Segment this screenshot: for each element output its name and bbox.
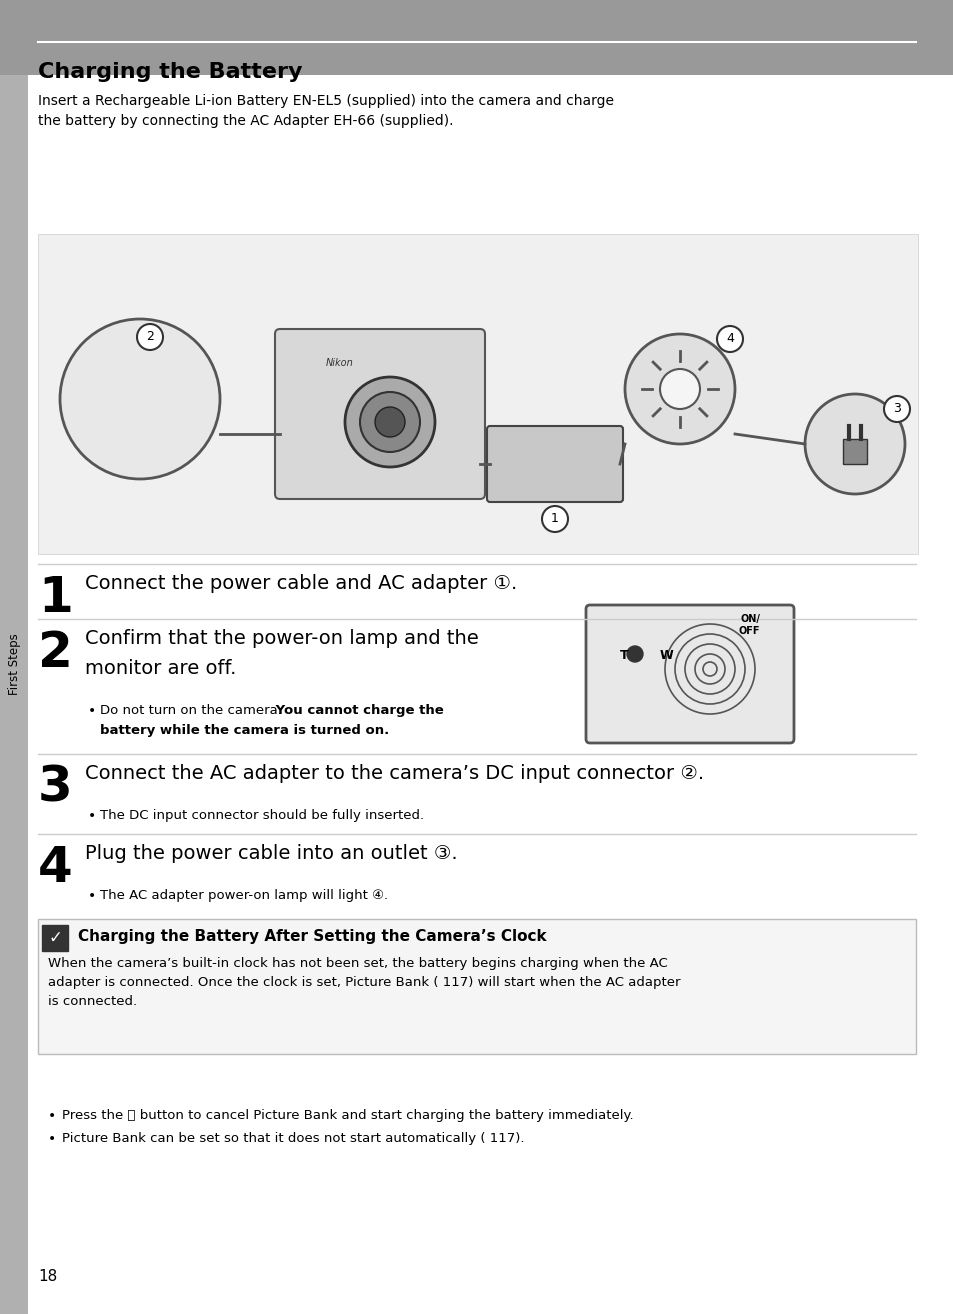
Text: 4: 4 (725, 332, 733, 346)
Circle shape (717, 326, 742, 352)
Text: Confirm that the power-on lamp and the: Confirm that the power-on lamp and the (85, 629, 478, 648)
Circle shape (137, 325, 163, 350)
Text: When the camera’s built-in clock has not been set, the battery begins charging w: When the camera’s built-in clock has not… (48, 957, 679, 1008)
Text: Do not turn on the camera.: Do not turn on the camera. (100, 704, 286, 717)
Text: 2: 2 (146, 331, 153, 343)
Text: •: • (88, 890, 96, 903)
Text: T: T (619, 649, 628, 662)
Text: Charging the Battery: Charging the Battery (38, 62, 302, 81)
Circle shape (883, 396, 909, 422)
Text: 1: 1 (551, 512, 558, 526)
Text: 18: 18 (38, 1269, 57, 1284)
Circle shape (624, 334, 734, 444)
Circle shape (659, 369, 700, 409)
Text: •: • (48, 1131, 56, 1146)
Text: 3: 3 (38, 763, 72, 812)
Text: 1: 1 (38, 574, 72, 622)
Text: 3: 3 (892, 402, 900, 415)
Text: OFF: OFF (738, 625, 760, 636)
Circle shape (359, 392, 419, 452)
Text: Press the Ⓚ button to cancel Picture Bank and start charging the battery immedia: Press the Ⓚ button to cancel Picture Ban… (62, 1109, 633, 1122)
FancyBboxPatch shape (585, 604, 793, 742)
Text: W: W (659, 649, 673, 662)
Text: Connect the power cable and AC adapter ①.: Connect the power cable and AC adapter ①… (85, 574, 517, 593)
Text: battery while the camera is turned on.: battery while the camera is turned on. (100, 724, 389, 737)
Bar (842, 439, 866, 464)
Circle shape (375, 407, 405, 438)
Text: ON/: ON/ (740, 614, 760, 624)
FancyBboxPatch shape (486, 426, 622, 502)
Circle shape (345, 377, 435, 466)
Text: First Steps: First Steps (8, 633, 20, 695)
Circle shape (626, 646, 642, 662)
Text: Nikon: Nikon (326, 357, 354, 368)
Circle shape (804, 394, 904, 494)
Bar (38, 234, 917, 555)
Text: 2: 2 (38, 629, 72, 677)
Text: Charging the Battery After Setting the Camera’s Clock: Charging the Battery After Setting the C… (78, 929, 546, 943)
Text: 4: 4 (38, 844, 72, 892)
Text: •: • (48, 1109, 56, 1123)
Text: Plug the power cable into an outlet ③.: Plug the power cable into an outlet ③. (85, 844, 457, 863)
Text: You cannot charge the: You cannot charge the (100, 704, 443, 717)
Bar (38, 918, 915, 1054)
Text: monitor are off.: monitor are off. (85, 660, 236, 678)
Text: Insert a Rechargeable Li-ion Battery EN-EL5 (supplied) into the camera and charg: Insert a Rechargeable Li-ion Battery EN-… (38, 95, 614, 127)
Text: The AC adapter power-on lamp will light ④.: The AC adapter power-on lamp will light … (100, 890, 388, 901)
Text: Picture Bank can be set so that it does not start automatically ( 117).: Picture Bank can be set so that it does … (62, 1131, 524, 1144)
Text: ✓: ✓ (48, 929, 62, 947)
Text: •: • (88, 809, 96, 823)
Text: The DC input connector should be fully inserted.: The DC input connector should be fully i… (100, 809, 424, 823)
Circle shape (541, 506, 567, 532)
Bar (0, 0, 953, 75)
Bar (42, 925, 68, 951)
Bar (0, 75, 28, 1314)
Text: Connect the AC adapter to the camera’s DC input connector ②.: Connect the AC adapter to the camera’s D… (85, 763, 703, 783)
Text: •: • (88, 704, 96, 717)
FancyBboxPatch shape (274, 328, 484, 499)
Circle shape (60, 319, 220, 480)
